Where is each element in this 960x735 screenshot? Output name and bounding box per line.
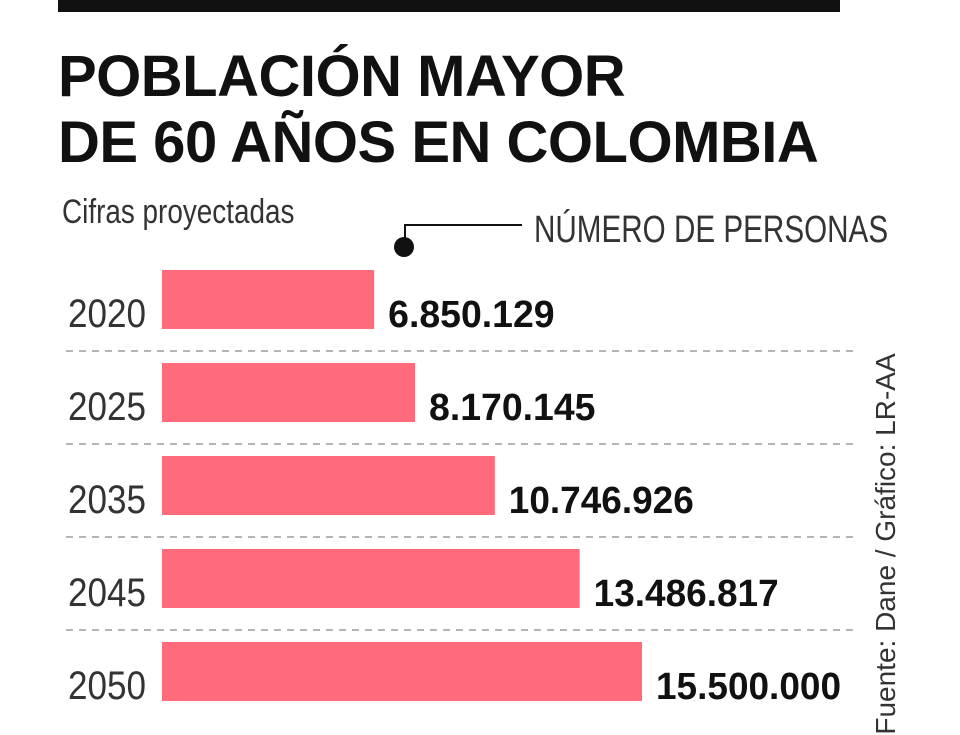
value-label-2035: 10.746.926 [509, 480, 694, 522]
bar-2025 [162, 363, 416, 422]
header-rule [58, 0, 840, 12]
bar-2035 [162, 456, 495, 515]
year-label-2045: 2045 [68, 571, 146, 615]
year-label-2020: 2020 [68, 292, 146, 336]
chart-title-line-2: DE 60 AÑOS EN COLOMBIA [58, 110, 819, 175]
bar-2050 [162, 642, 642, 701]
year-label-2025: 2025 [68, 385, 146, 429]
source-credit: Fuente: Dane / Gráfico: LR-AA [868, 353, 904, 734]
bar-2045 [162, 549, 580, 608]
legend-connector-stem [404, 224, 406, 246]
legend-label: NÚMERO DE PERSONAS [534, 209, 889, 251]
legend-connector-line [404, 224, 522, 226]
value-label-2045: 13.486.817 [594, 573, 779, 615]
value-label-2050: 15.500.000 [656, 666, 841, 708]
value-label-2020: 6.850.129 [388, 294, 555, 336]
chart-title-line-1: POBLACIÓN MAYOR [58, 44, 626, 109]
legend-dot-icon [394, 237, 414, 257]
bar-2020 [162, 270, 375, 329]
chart-title: POBLACIÓN MAYOR DE 60 AÑOS EN COLOMBIA [58, 44, 898, 176]
value-label-2025: 8.170.145 [429, 387, 596, 429]
source-text: Fuente: Dane / Gráfico: LR-AA [870, 353, 901, 735]
bar-chart: 2020 6.850.129 2025 8.170.145 2035 10.746.926… [66, 270, 856, 708]
chart-subtitle: Cifras proyectadas [62, 193, 295, 231]
year-label-2035: 2035 [68, 478, 146, 522]
year-label-2050: 2050 [68, 664, 146, 708]
